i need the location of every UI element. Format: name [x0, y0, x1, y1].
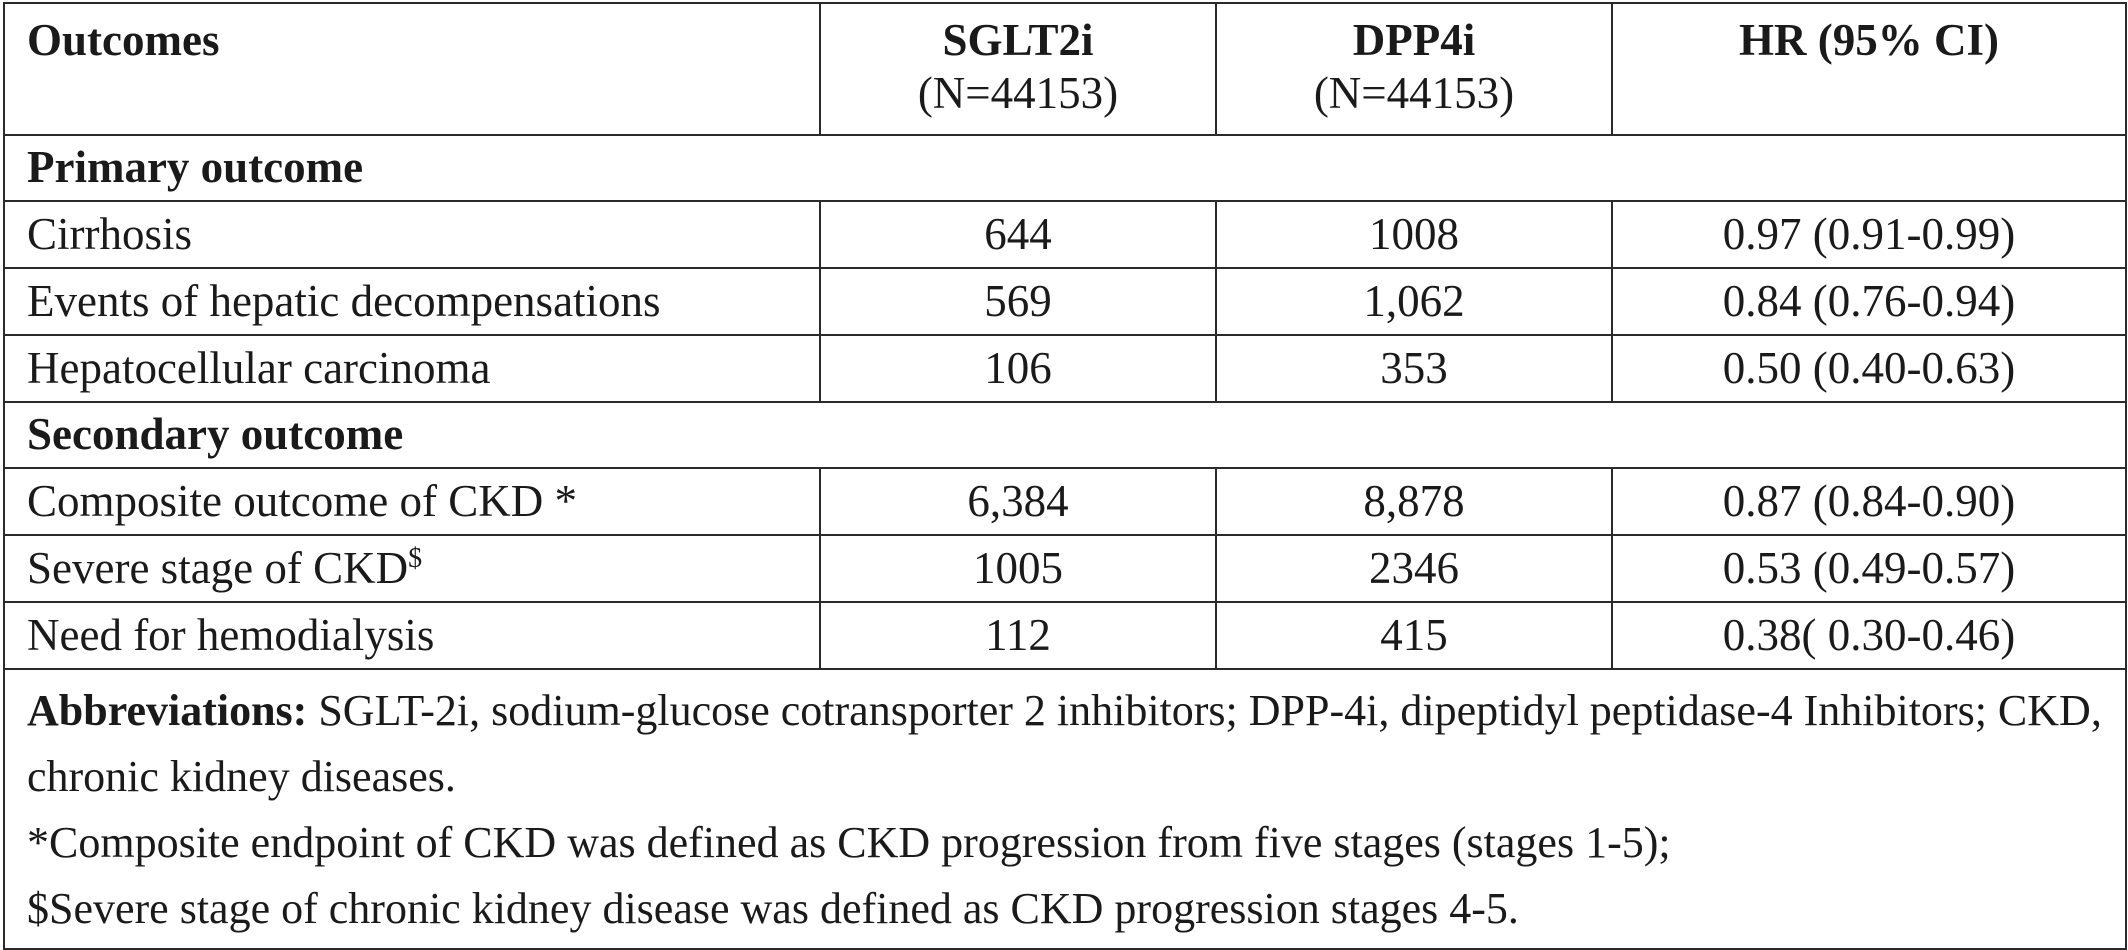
header-sglt2i: SGLT2i (N=44153) [819, 2, 1217, 136]
table-row: Need for hemodialysis 112 415 0.38( 0.30… [3, 601, 2127, 670]
header-sglt2i-label: SGLT2i [942, 15, 1094, 65]
hr-cell: 0.38( 0.30-0.46) [1611, 601, 2127, 670]
outcome-cell: Events of hepatic decompensations [3, 267, 821, 336]
header-hr-label: HR (95% CI) [1739, 15, 1999, 65]
dpp4i-cell: 8,878 [1215, 467, 1613, 536]
section-title: Primary outcome [3, 134, 2127, 202]
dpp4i-cell: 415 [1215, 601, 1613, 670]
abbreviations-text: SGLT-2i, sodium-glucose cotransporter 2 … [27, 686, 2102, 801]
table-row: Events of hepatic decompensations 569 1,… [3, 267, 2127, 336]
hr-cell: 0.87 (0.84-0.90) [1611, 467, 2127, 536]
outcome-superscript: $ [408, 542, 423, 574]
abbreviations-note: Abbreviations: SGLT-2i, sodium-glucose c… [27, 678, 2103, 810]
section-row-secondary: Secondary outcome [3, 401, 2127, 469]
table-row: Composite outcome of CKD * 6,384 8,878 0… [3, 467, 2127, 536]
header-hr: HR (95% CI) [1611, 2, 2127, 136]
dpp4i-cell: 2346 [1215, 534, 1613, 603]
outcome-cell: Need for hemodialysis [3, 601, 821, 670]
outcome-text: Severe stage of CKD [27, 542, 409, 593]
outcome-cell: Cirrhosis [3, 200, 821, 269]
header-sglt2i-n: (N=44153) [917, 68, 1119, 119]
section-row-primary: Primary outcome [3, 134, 2127, 202]
outcome-cell: Severe stage of CKD$ [3, 534, 821, 603]
footnote-cell: Abbreviations: SGLT-2i, sodium-glucose c… [3, 668, 2127, 950]
footnote-row: Abbreviations: SGLT-2i, sodium-glucose c… [3, 668, 2127, 950]
table-row: Cirrhosis 644 1008 0.97 (0.91-0.99) [3, 200, 2127, 269]
outcome-cell: Hepatocellular carcinoma [3, 334, 821, 403]
hr-cell: 0.50 (0.40-0.63) [1611, 334, 2127, 403]
outcome-cell: Composite outcome of CKD * [3, 467, 821, 536]
sglt2i-cell: 569 [819, 267, 1217, 336]
sglt2i-cell: 112 [819, 601, 1217, 670]
footnote-severe: $Severe stage of chronic kidney disease … [27, 884, 1519, 933]
abbreviations-label: Abbreviations: [27, 686, 308, 735]
header-outcomes: Outcomes [3, 2, 821, 136]
footnote-composite: *Composite endpoint of CKD was defined a… [27, 818, 1671, 867]
dpp4i-cell: 1,062 [1215, 267, 1613, 336]
header-dpp4i-label: DPP4i [1352, 15, 1476, 65]
table-row: Severe stage of CKD$ 1005 2346 0.53 (0.4… [3, 534, 2127, 603]
sglt2i-cell: 644 [819, 200, 1217, 269]
sglt2i-cell: 1005 [819, 534, 1217, 603]
header-dpp4i-n: (N=44153) [1313, 68, 1515, 119]
table-row: Hepatocellular carcinoma 106 353 0.50 (0… [3, 334, 2127, 403]
outcomes-table: Outcomes SGLT2i (N=44153) DPP4i (N=44153… [3, 2, 2127, 950]
sglt2i-cell: 106 [819, 334, 1217, 403]
hr-cell: 0.97 (0.91-0.99) [1611, 200, 2127, 269]
hr-cell: 0.53 (0.49-0.57) [1611, 534, 2127, 603]
section-title: Secondary outcome [3, 401, 2127, 469]
dpp4i-cell: 1008 [1215, 200, 1613, 269]
header-dpp4i: DPP4i (N=44153) [1215, 2, 1613, 136]
table-header-row: Outcomes SGLT2i (N=44153) DPP4i (N=44153… [3, 2, 2127, 136]
sglt2i-cell: 6,384 [819, 467, 1217, 536]
dpp4i-cell: 353 [1215, 334, 1613, 403]
header-outcomes-label: Outcomes [27, 15, 220, 65]
hr-cell: 0.84 (0.76-0.94) [1611, 267, 2127, 336]
